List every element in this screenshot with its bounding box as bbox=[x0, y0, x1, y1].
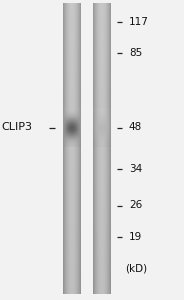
Text: CLIP3: CLIP3 bbox=[2, 122, 33, 133]
Text: 85: 85 bbox=[129, 47, 142, 58]
Text: (kD): (kD) bbox=[125, 263, 147, 274]
Text: 26: 26 bbox=[129, 200, 142, 211]
Text: 48: 48 bbox=[129, 122, 142, 133]
Text: 34: 34 bbox=[129, 164, 142, 175]
Text: 117: 117 bbox=[129, 16, 149, 27]
Text: 19: 19 bbox=[129, 232, 142, 242]
